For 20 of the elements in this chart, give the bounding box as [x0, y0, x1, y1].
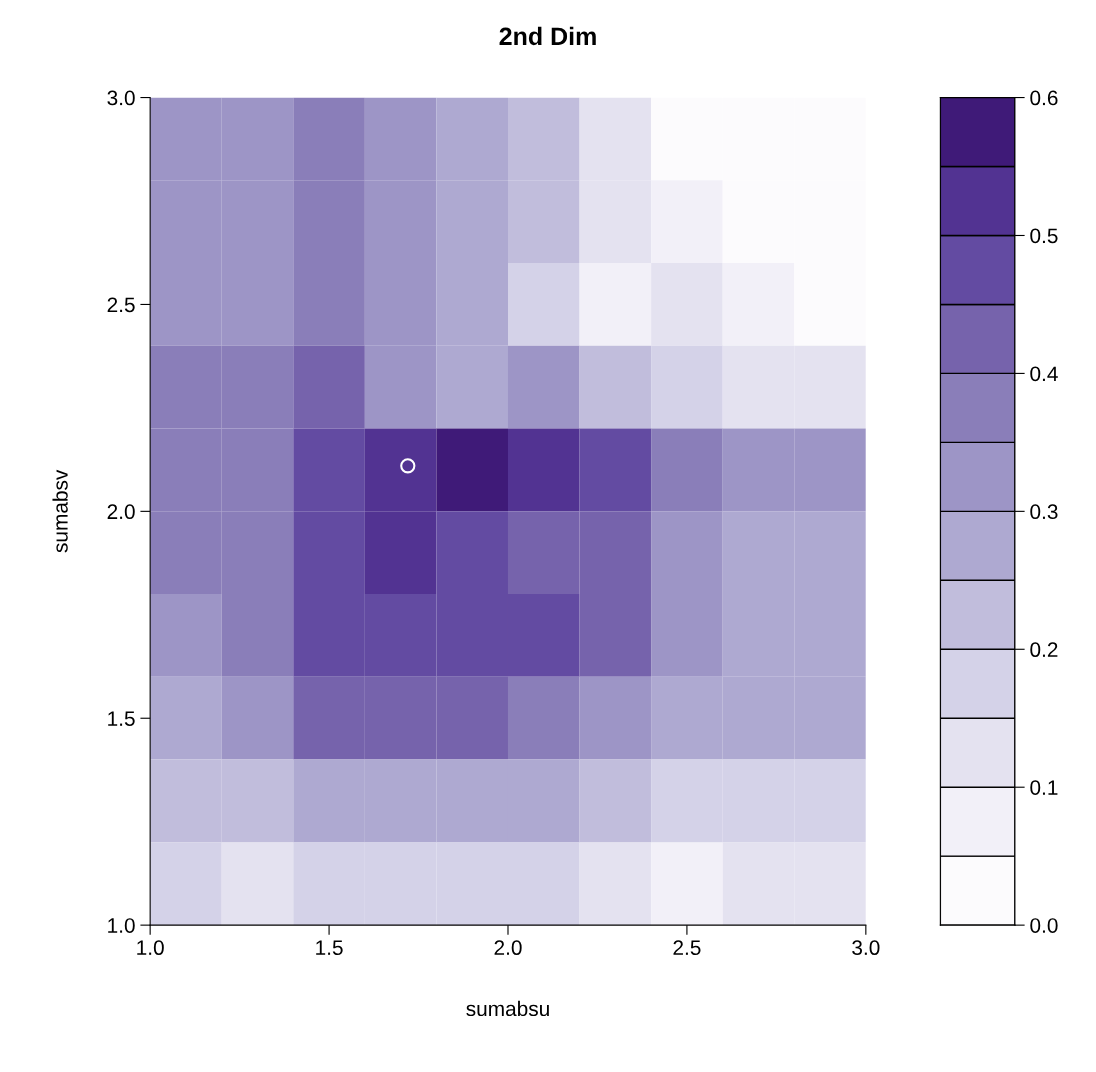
color-bar-label: 0.0	[1030, 918, 1058, 933]
y-tick-label: 1.0	[108, 918, 135, 933]
color-bar-label: 0.2	[1030, 642, 1058, 658]
y-tick-label: 1.5	[108, 711, 135, 726]
y-axis-title: sumabsv	[52, 469, 68, 553]
x-axis-title: sumabsu	[466, 1000, 549, 1017]
x-tick-label: 1.0	[137, 940, 164, 956]
color-bar-label: 0.3	[1030, 504, 1058, 520]
x-tick-label: 2.0	[494, 940, 522, 956]
x-tick-label: 2.5	[673, 940, 701, 956]
color-bar-label: 0.6	[1030, 90, 1058, 106]
color-bar-label: 0.4	[1030, 366, 1058, 382]
x-tick-label: 1.5	[316, 940, 343, 956]
color-bar-label: 0.5	[1030, 228, 1058, 244]
y-tick-label: 2.5	[107, 297, 135, 313]
y-tick-label: 3.0	[107, 90, 135, 106]
chart-title: 2nd Dim	[499, 26, 596, 46]
y-tick-label: 2.0	[107, 504, 135, 520]
x-tick-label: 3.0	[852, 940, 880, 956]
color-bar-label: 0.1	[1030, 780, 1058, 795]
